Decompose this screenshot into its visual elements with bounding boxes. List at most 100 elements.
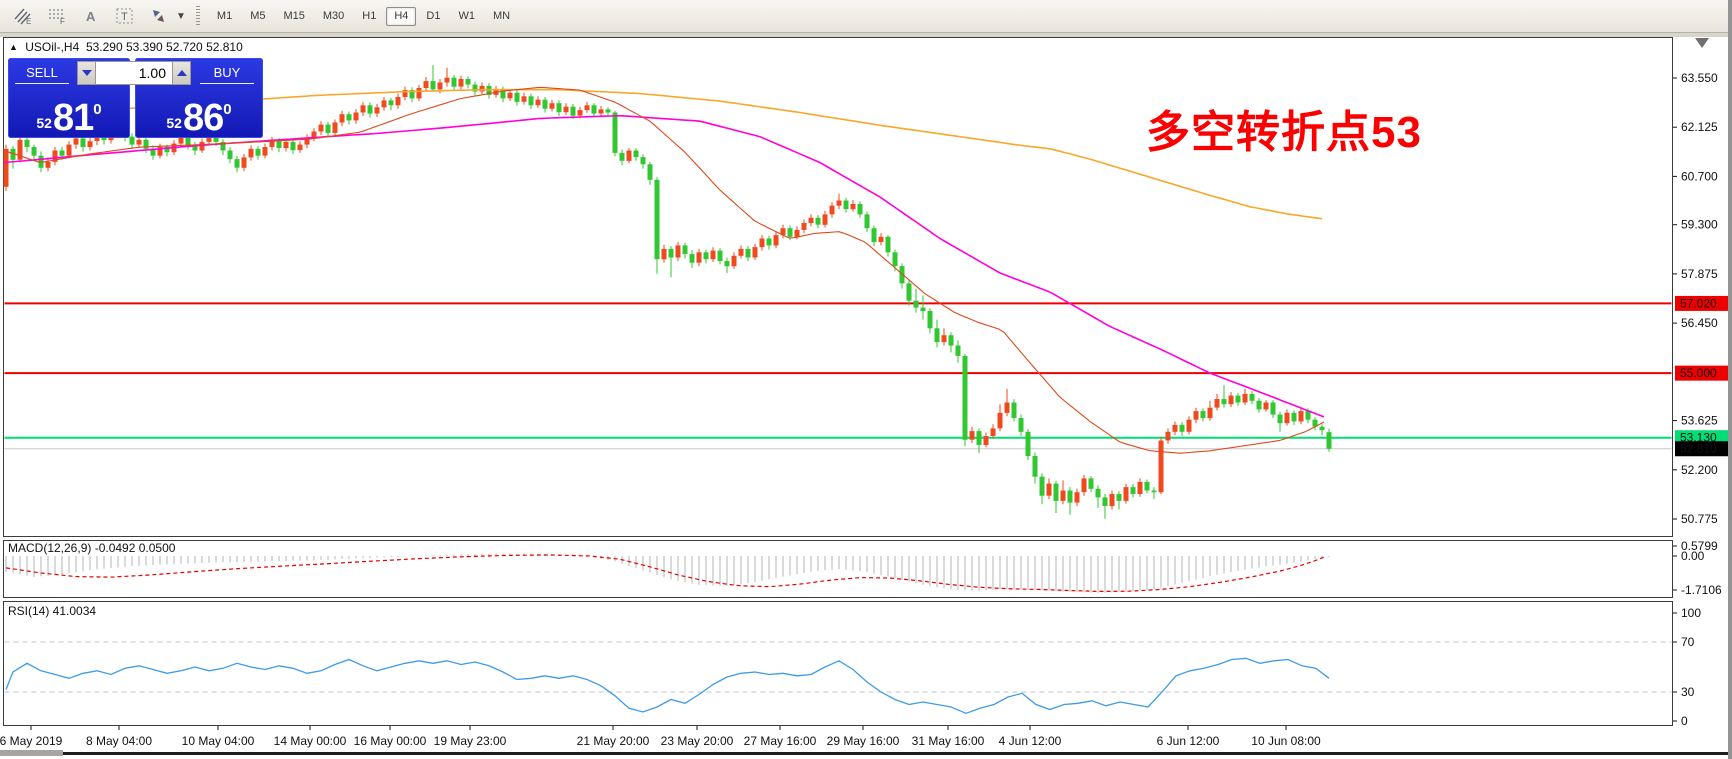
time-axis-label: 31 May 16:00	[912, 734, 985, 748]
price-axis-label: 62.125	[1681, 120, 1718, 134]
price-axis-label: 53.625	[1681, 414, 1718, 428]
buy-button[interactable]: BUY	[195, 61, 259, 84]
macd-panel-frame	[3, 540, 1673, 598]
triangle-down-icon	[81, 70, 92, 76]
time-axis-label: 10 Jun 08:00	[1251, 734, 1321, 748]
buy-button-label: BUY	[213, 65, 241, 80]
buy-price-pip: 0	[223, 101, 232, 118]
rsi-axis-label: 30	[1681, 685, 1695, 699]
time-axis-label: 6 Jun 12:00	[1157, 734, 1220, 748]
macd-axis-label: 0.5799	[1681, 539, 1718, 553]
macd-axis-label: 0.00	[1681, 549, 1705, 563]
toolbar-gap	[0, 33, 1732, 37]
price-badge-label: 53.130	[1680, 431, 1717, 445]
time-axis-label: 10 May 04:00	[182, 734, 255, 748]
chart-header: ▲ USOil-,H4 53.290 53.390 52.720 52.810	[9, 40, 243, 54]
macd-histogram	[5, 553, 1330, 593]
price-badge	[1675, 441, 1731, 457]
sell-price: 52 81 0	[8, 86, 130, 140]
buy-price-main: 86	[182, 97, 224, 140]
time-axis-label: 21 May 20:00	[577, 734, 650, 748]
time-axis-label: 14 May 00:00	[274, 734, 347, 748]
price-axis-label: 59.300	[1681, 218, 1718, 232]
volume-stepper	[77, 61, 191, 85]
triangle-up-icon	[176, 70, 187, 76]
time-axis-label: 6 May 2019	[0, 734, 63, 748]
time-axis-label: 8 May 04:00	[86, 734, 152, 748]
tf-button-MN[interactable]: MN	[492, 9, 511, 22]
chart-annotation-text: 多空转折点53	[1146, 108, 1422, 157]
price-badge-label: 52.810	[1680, 442, 1717, 456]
time-axis-label: 29 May 16:00	[827, 734, 900, 748]
fibonacci-tool-icon[interactable]: F	[42, 3, 72, 29]
price-axis-label: 57.875	[1681, 267, 1718, 281]
buy-price-prefix: 52	[166, 115, 182, 131]
buy-price: 52 86 0	[135, 86, 263, 140]
scrollbar-thumb[interactable]	[0, 750, 63, 756]
candlestick-layer	[3, 65, 1332, 519]
price-axis-label: 52.200	[1681, 463, 1718, 477]
svg-text:F: F	[60, 17, 65, 25]
horizontal-scrollbar[interactable]	[0, 752, 1732, 755]
sell-price-main: 81	[52, 97, 94, 140]
tf-button-D1[interactable]: D1	[426, 9, 441, 22]
rsi-indicator-label: RSI(14) 41.0034	[8, 604, 97, 618]
svg-text:T: T	[121, 11, 128, 23]
ma-orange-line	[79, 88, 1323, 220]
price-badge-label: 57.020	[1680, 296, 1717, 310]
price-axis-label: 56.450	[1681, 316, 1718, 330]
volume-input[interactable]	[96, 61, 172, 85]
macd-signal-line	[5, 554, 1327, 593]
text-box-tool-icon[interactable]: T	[110, 3, 140, 29]
rsi-line	[5, 657, 1330, 714]
sell-price-pip: 0	[93, 101, 102, 118]
volume-decrease-button[interactable]	[77, 61, 96, 85]
rsi-axis-label: 100	[1681, 606, 1701, 620]
tf-button-M1[interactable]: M1	[216, 9, 233, 22]
sell-price-prefix: 52	[36, 115, 52, 131]
rsi-axis-label: 0	[1681, 714, 1688, 728]
volume-increase-button[interactable]	[172, 61, 191, 85]
tf-button-M5[interactable]: M5	[250, 9, 266, 22]
macd-axis-label: -1.7106	[1681, 583, 1722, 597]
tf-button-H4[interactable]: H4	[386, 6, 417, 26]
main-panel-frame	[3, 37, 1673, 537]
toolbar: E F A T ▼ M1 M5 M15 M30 H1 H4 D1 W1 MN	[0, 0, 1732, 33]
tf-button-M15[interactable]: M15	[283, 9, 305, 22]
svg-text:E: E	[26, 17, 31, 25]
chevron-down-icon[interactable]: ▼	[176, 10, 186, 22]
ma-red-line	[3, 86, 1325, 454]
tf-button-M30[interactable]: M30	[322, 9, 345, 22]
price-badge	[1675, 295, 1731, 311]
arrow-tool-icon[interactable]	[144, 3, 174, 29]
collapse-triangle-icon[interactable]: ▲	[9, 42, 18, 52]
sell-button-label: SELL	[26, 65, 58, 80]
rsi-panel-frame	[3, 601, 1673, 726]
sell-button[interactable]: SELL	[10, 61, 74, 84]
time-axis-label: 23 May 20:00	[661, 734, 734, 748]
svg-text:A: A	[86, 9, 96, 24]
ma-magenta-line	[3, 115, 1325, 418]
window-edge	[1728, 0, 1732, 759]
price-badge	[1675, 365, 1731, 381]
channel-tool-icon[interactable]: E	[8, 3, 38, 29]
rsi-axis-label: 70	[1681, 635, 1695, 649]
timeframe-group: M1 M5 M15 M30 H1 H4 D1 W1 MN	[208, 6, 519, 26]
tf-button-W1[interactable]: W1	[458, 9, 475, 22]
ohlc-values: 53.290 53.390 52.720 52.810	[85, 40, 243, 54]
macd-indicator-label: MACD(12,26,9) -0.0492 0.0500	[8, 541, 176, 555]
price-axis-label: 63.550	[1681, 71, 1718, 85]
time-axis-label: 27 May 16:00	[744, 734, 817, 748]
price-badge-label: 55.000	[1680, 366, 1717, 380]
tf-button-H1[interactable]: H1	[362, 9, 377, 22]
chart-shift-marker-icon[interactable]	[1695, 38, 1709, 48]
time-axis-label: 16 May 00:00	[354, 734, 427, 748]
symbol-period-label: USOil-,H4	[25, 40, 80, 54]
price-axis-label: 60.700	[1681, 169, 1718, 183]
time-axis-label: 4 Jun 12:00	[999, 734, 1062, 748]
price-axis-label: 50.775	[1681, 512, 1718, 526]
one-click-trading-panel: SELL 52 81 0 BUY 52 86 0	[8, 58, 263, 138]
text-tool-icon[interactable]: A	[76, 3, 106, 29]
toolbar-grip[interactable]	[195, 6, 200, 26]
